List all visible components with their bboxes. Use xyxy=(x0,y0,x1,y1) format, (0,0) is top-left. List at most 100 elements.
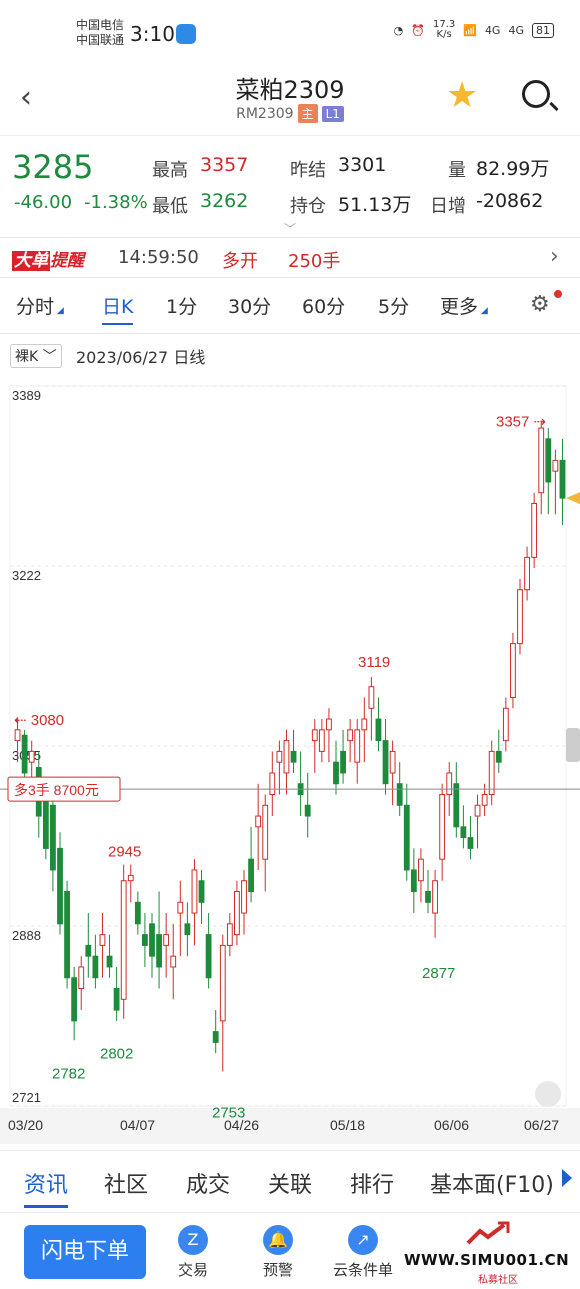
position-label-box xyxy=(7,776,121,802)
candle-body xyxy=(127,874,134,882)
big-order-alert[interactable]: 大单 提醒 14:59:50 多开 250手 › xyxy=(0,238,580,278)
trade-button[interactable]: Z 交易 xyxy=(158,1225,228,1280)
tab-5min[interactable]: 5分 xyxy=(378,296,410,318)
chart-date-value: 2023/06/27 xyxy=(76,348,169,367)
daily-change-value: -20862 xyxy=(476,190,544,212)
candle-body xyxy=(340,750,346,774)
candle-body xyxy=(524,556,530,591)
candle-body xyxy=(375,718,382,742)
tab-intraday[interactable]: 分时 ◢ xyxy=(16,292,64,319)
chevron-right-icon[interactable]: › xyxy=(550,244,559,269)
candle-body xyxy=(403,804,410,871)
low-label: 最低 xyxy=(152,196,188,217)
weather-icon xyxy=(176,24,196,44)
y-tick-label: 3389 xyxy=(12,388,41,403)
scroll-right-icon[interactable] xyxy=(562,1169,572,1187)
tab-more[interactable]: 更多 ◢ xyxy=(440,292,488,319)
x-tick-label: 04/07 xyxy=(120,1117,155,1133)
candle-body xyxy=(269,772,276,796)
carrier-1: 中国电信 xyxy=(76,18,125,32)
candle-body xyxy=(396,783,403,806)
candle-body xyxy=(552,459,559,472)
tab-intraday-label: 分时 xyxy=(16,296,55,318)
settings-gear-icon[interactable]: ⚙ xyxy=(530,292,550,317)
candle-body xyxy=(219,944,226,1022)
tab-fundamentals[interactable]: 基本面(F10) xyxy=(430,1173,554,1198)
candle-body xyxy=(226,923,233,946)
candle-body xyxy=(283,740,290,774)
candle-body xyxy=(42,794,49,849)
tab-related[interactable]: 关联 xyxy=(268,1173,313,1198)
candle-body xyxy=(134,901,141,925)
candle-body xyxy=(318,729,325,752)
candle-body xyxy=(177,901,184,914)
candle-body xyxy=(382,740,389,785)
candle-body xyxy=(474,804,481,817)
tab-community[interactable]: 社区 xyxy=(104,1173,149,1198)
kline-chart[interactable]: 3389322230552888272103/2004/0704/2605/18… xyxy=(0,376,580,1146)
candle-body xyxy=(481,794,488,806)
battery-indicator: 81 xyxy=(532,22,554,38)
candle-body xyxy=(410,869,417,893)
prev-settle-label: 昨结 xyxy=(290,160,326,181)
expand-chevron-icon[interactable]: ﹀ xyxy=(284,222,297,236)
candle-body xyxy=(262,804,269,860)
carrier-info: 中国电信 中国联通 xyxy=(76,18,124,48)
candle-body xyxy=(85,944,92,957)
candle-body xyxy=(21,734,28,774)
favorite-star-icon[interactable]: ★ xyxy=(446,75,479,116)
candle-body xyxy=(333,761,339,785)
tab-ranking[interactable]: 排行 xyxy=(350,1173,395,1198)
x-tick-label: 05/18 xyxy=(330,1117,365,1133)
carrier-2: 中国联通 xyxy=(76,33,125,47)
alert-type: 多开 xyxy=(222,251,258,272)
candle-body xyxy=(347,729,354,742)
candle-body xyxy=(156,934,162,968)
volume-value: 82.99万 xyxy=(476,158,550,180)
y-tick-label: 2721 xyxy=(12,1090,41,1105)
cloud-order-button[interactable]: ↗ 云条件单 xyxy=(328,1225,398,1280)
tab-news[interactable]: 资讯 xyxy=(24,1167,69,1208)
alert-button[interactable]: 🔔 预警 xyxy=(243,1225,313,1280)
search-icon[interactable] xyxy=(522,80,550,108)
candle-body xyxy=(495,750,502,763)
candle-body xyxy=(460,826,467,839)
candle-body xyxy=(311,729,318,742)
candle-body xyxy=(184,923,191,936)
net-speed-unit: K/s xyxy=(436,29,452,40)
tab-30min[interactable]: 30分 xyxy=(228,296,272,318)
contract-info: RM2309 主 L1 xyxy=(0,104,580,123)
k-mode-select[interactable]: 裸K ﹀ xyxy=(10,344,62,368)
watermark-text: WWW.SIMU001.CN xyxy=(404,1251,570,1269)
candle-body xyxy=(170,955,177,968)
candle-body xyxy=(99,934,106,946)
tab-more-label: 更多 xyxy=(440,296,479,318)
signal-2: 4G xyxy=(508,23,524,37)
x-tick-label: 06/27 xyxy=(524,1117,559,1133)
tab-trades[interactable]: 成交 xyxy=(186,1173,231,1198)
back-icon[interactable]: ‹ xyxy=(20,80,32,115)
tab-60min[interactable]: 60分 xyxy=(302,296,346,318)
bell-icon: 🔔 xyxy=(263,1225,293,1255)
candle-body xyxy=(57,847,63,925)
status-bar: 中国电信 中国联通 3:10 ◔ ⏰ 17.3 K/s 📶 4G 4G 81 xyxy=(0,0,580,62)
flash-order-button[interactable]: 闪电下单 xyxy=(24,1225,146,1279)
candle-body xyxy=(531,502,538,558)
dropdown-triangle-icon: ◢ xyxy=(478,306,488,316)
action-bar: 闪电下单 Z 交易 🔔 预警 ↗ 云条件单 WWW.SIMU001.CN 私募社… xyxy=(0,1212,580,1289)
candle-body xyxy=(191,869,198,914)
signal-1: 4G xyxy=(484,23,501,37)
watermark: WWW.SIMU001.CN 私募社区 xyxy=(404,1221,574,1286)
candle-body xyxy=(439,794,446,860)
status-time: 3:10 xyxy=(130,22,175,46)
tab-daily-k[interactable]: 日K xyxy=(102,292,134,325)
alert-logo-b: 提醒 xyxy=(50,251,84,271)
header: ‹ 菜粕2309 RM2309 主 L1 ★ xyxy=(0,62,580,136)
tab-1min[interactable]: 1分 xyxy=(166,296,198,318)
cloud-order-icon: ↗ xyxy=(348,1225,378,1255)
chart-period: 日线 xyxy=(173,348,206,367)
candle-body xyxy=(538,427,545,494)
candle-body xyxy=(304,804,311,817)
candle-body xyxy=(198,880,205,903)
watermark-logo xyxy=(466,1221,510,1245)
